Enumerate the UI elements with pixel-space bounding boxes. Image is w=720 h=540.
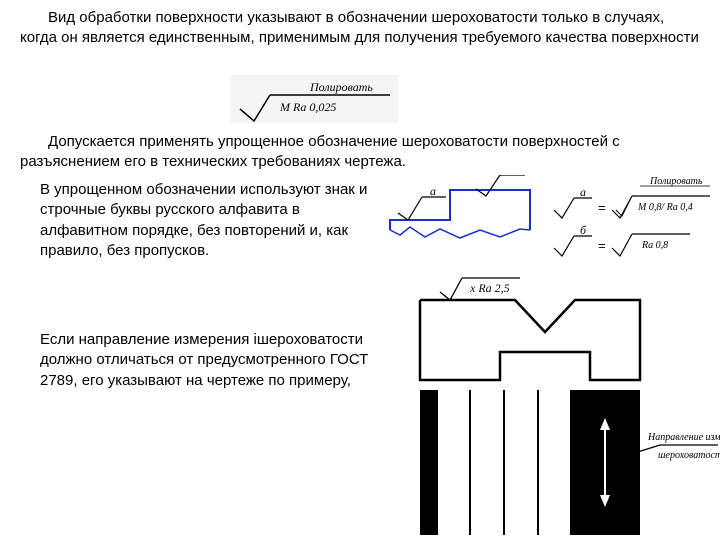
arrow-label-2: шероховатости (658, 450, 720, 461)
eq1-rhs-top: Полировать (649, 176, 703, 187)
diag1-b: б (508, 175, 515, 176)
paragraph-1: Вид обработки поверхности указывают в об… (20, 8, 700, 49)
paragraph-2: Допускается применять упрощенное обознач… (20, 132, 700, 173)
diagram-simplified-outline: а б (380, 175, 550, 265)
equations-block: а = Полировать М 0,8/ Ra 0,4 б = Ra 0,8 (550, 170, 720, 270)
sym1-bottom: М Ra 0,025 (279, 100, 336, 114)
diagram-direction-clean: Направление измерения шероховатости (400, 390, 720, 540)
eq2-lhs: б (580, 223, 587, 237)
arrow-label-1: Направление измерения (647, 432, 720, 443)
eq1-equals: = (598, 200, 606, 215)
sym-top: x Ra 2,5 (469, 281, 510, 295)
diagram-v-notch: x Ra 2,5 (400, 270, 660, 390)
paragraph-3: В упрощенном обозначении используют знак… (40, 180, 370, 261)
eq2-equals: = (598, 238, 606, 253)
sym1-top: Полировать (309, 80, 373, 94)
eq2-rhs: Ra 0,8 (641, 240, 668, 251)
diag1-a: а (430, 184, 436, 198)
eq1-rhs-bottom: М 0,8/ Ra 0,4 (637, 202, 693, 213)
paragraph-4: Если направление измерения iшероховатост… (40, 330, 370, 391)
eq1-lhs: а (580, 185, 586, 199)
roughness-symbol-1: Полировать М Ra 0,025 (230, 75, 430, 127)
